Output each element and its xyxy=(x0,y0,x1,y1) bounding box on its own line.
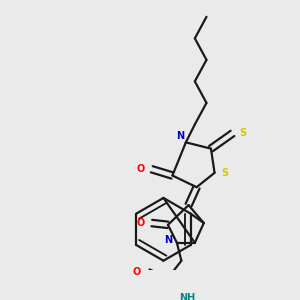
Text: O: O xyxy=(133,267,141,278)
Text: N: N xyxy=(176,130,184,141)
Text: N: N xyxy=(164,236,172,245)
Text: O: O xyxy=(136,218,145,228)
Text: S: S xyxy=(222,168,229,178)
Text: NH: NH xyxy=(180,293,196,300)
Text: S: S xyxy=(240,128,247,138)
Text: O: O xyxy=(136,164,145,174)
